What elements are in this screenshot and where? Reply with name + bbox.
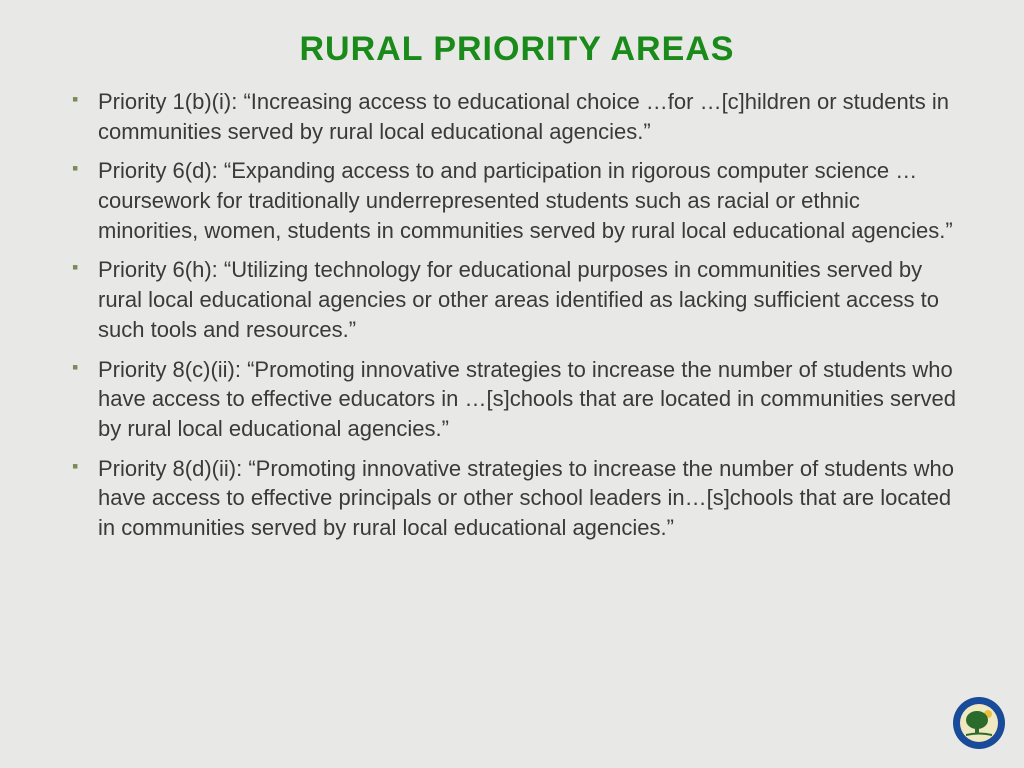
list-item: Priority 1(b)(i): “Increasing access to … — [70, 87, 964, 146]
list-item: Priority 6(h): “Utilizing technology for… — [70, 255, 964, 344]
list-item: Priority 6(d): “Expanding access to and … — [70, 156, 964, 245]
dept-education-seal-icon — [952, 696, 1006, 750]
list-item: Priority 8(c)(ii): “Promoting innovative… — [70, 355, 964, 444]
bullet-list: Priority 1(b)(i): “Increasing access to … — [70, 87, 964, 543]
slide: RURAL PRIORITY AREAS Priority 1(b)(i): “… — [0, 0, 1024, 583]
slide-title: RURAL PRIORITY AREAS — [70, 30, 964, 69]
list-item: Priority 8(d)(ii): “Promoting innovative… — [70, 454, 964, 543]
